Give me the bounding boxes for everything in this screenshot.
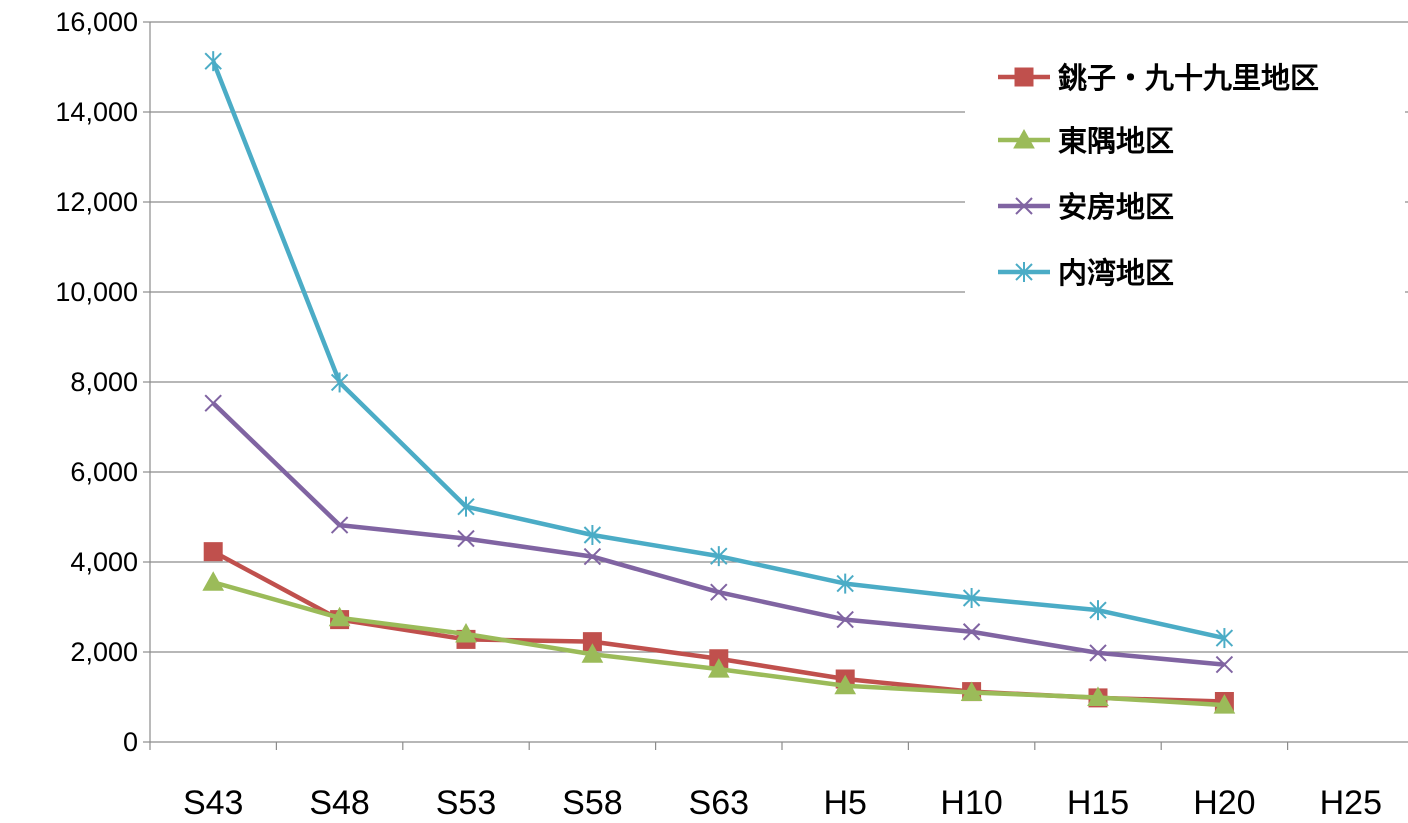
x-axis-ticks: S43 S48 S53 S58 S63 H5 H10 H15 H20 H25 [149,742,1382,822]
marker-star [710,546,728,567]
y-tick-label: 12,000 [55,187,138,217]
marker-triangle [960,681,983,701]
marker-x [710,583,728,601]
x-tick-label: H25 [1320,784,1382,822]
legend-label: 銚子・九十九里地区 [1058,61,1319,95]
marker-triangle [834,674,857,695]
series-line [212,580,1225,708]
marker-triangle [581,643,604,663]
marker-x [962,623,981,641]
marker-x [1215,655,1234,674]
series-line [212,549,1225,704]
marker-x [1089,644,1107,662]
x-tick-label: H15 [1067,784,1129,822]
marker-x [204,394,222,412]
marker-star [962,588,981,608]
y-tick-label: 14,000 [55,97,138,127]
series-group [202,51,1236,714]
marker-triangle [328,606,351,627]
marker-x [583,547,602,566]
marker-star [583,525,602,545]
legend-item-3[interactable]: 安房地区 [998,190,1174,224]
gridlines [150,21,1408,653]
marker-triangle [707,658,730,678]
y-tick-label: 4,000 [70,547,138,577]
marker-star [330,372,349,393]
y-tick-label: 8,000 [70,367,138,397]
x-tick-label: H20 [1193,784,1255,822]
legend-item-1[interactable]: 銚子・九十九里地区 [998,61,1319,95]
legend-label: 内湾地区 [1058,256,1174,290]
y-tick-label: 0 [123,727,138,757]
marker-star [1015,262,1033,282]
y-tick-label: 2,000 [70,637,138,667]
series-3 [204,394,1234,674]
marker-triangle [1013,128,1035,149]
legend-item-2[interactable]: 東隅地区 [998,124,1174,158]
marker-x [330,516,349,534]
marker-star [204,51,222,72]
x-tick-label: H5 [823,784,866,822]
marker-x [1015,197,1033,215]
series-1 [203,542,1234,711]
marker-star [1089,600,1107,621]
x-tick-label: S53 [436,784,497,822]
marker-triangle [455,622,477,643]
y-tick-label: 16,000 [55,7,138,37]
marker-star [836,573,854,594]
x-tick-label: S58 [562,784,623,822]
y-tick-label: 10,000 [55,277,138,307]
legend-item-4[interactable]: 内湾地区 [998,256,1174,290]
legend-label: 東隅地区 [1058,124,1174,158]
marker-triangle [1087,686,1109,706]
x-tick-label: H10 [940,784,1002,822]
series-2 [202,571,1236,714]
y-axis-ticks: 0 2,000 4,000 6,000 8,000 10,000 12,000 14,000 1… [55,7,150,757]
marker-x [836,610,854,629]
marker-star [457,496,475,517]
marker-x [457,529,475,548]
marker-star [1215,628,1234,649]
marker-triangle [1213,694,1236,714]
x-tick-label: S63 [689,784,750,822]
marker-triangle [202,571,225,591]
series-4 [204,51,1234,649]
x-tick-label: S48 [309,784,370,822]
marker-square [203,542,223,562]
y-tick-label: 6,000 [70,457,138,487]
legend-background [965,40,1405,305]
legend-label: 安房地区 [1058,190,1174,224]
marker-square [1014,67,1034,87]
x-tick-label: S43 [183,784,244,822]
